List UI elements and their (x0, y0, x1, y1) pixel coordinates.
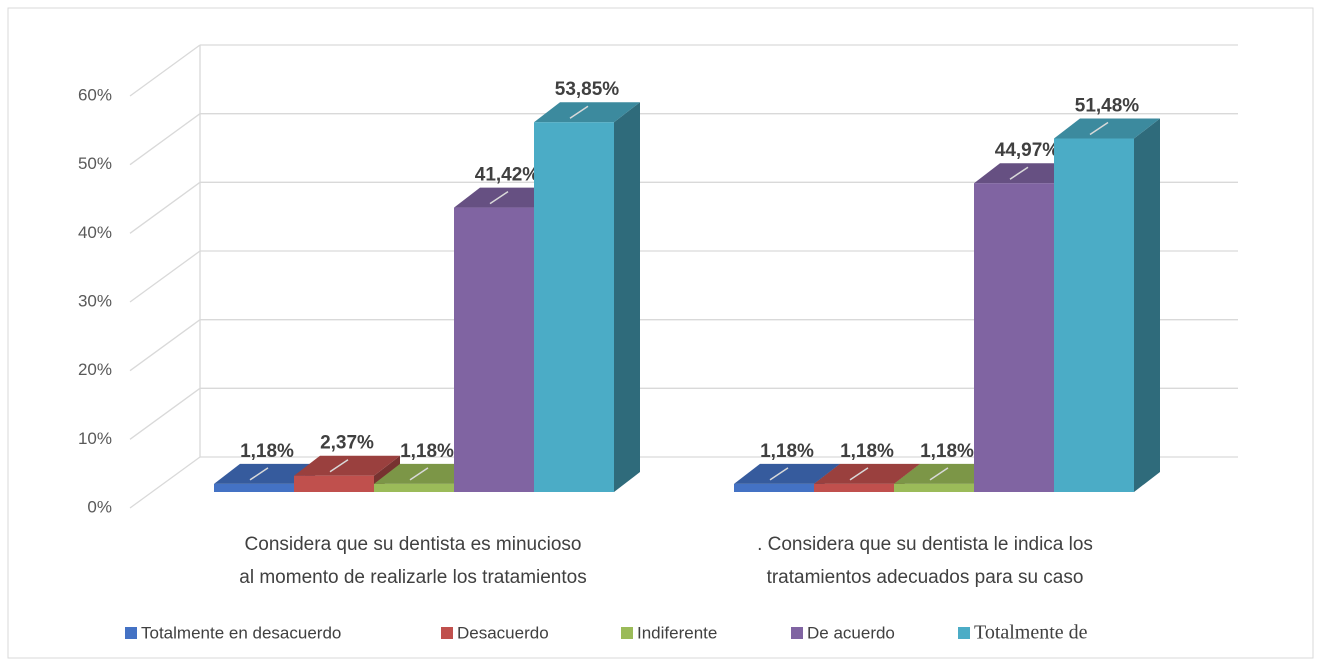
value-label: 1,18% (400, 441, 454, 462)
bar-front (534, 122, 614, 492)
bar-front (894, 483, 974, 492)
leader-line (849, 467, 869, 481)
bar-top (374, 463, 480, 484)
grid-line-side (129, 456, 201, 509)
legend-label: Totalmente en desacuerdo (141, 623, 341, 642)
y-tick-label: 40% (78, 223, 112, 242)
bar-side (614, 102, 640, 492)
leader-line (329, 459, 349, 473)
bar-front (374, 483, 454, 492)
y-tick-label: 10% (78, 429, 112, 448)
bar-top (974, 163, 1080, 184)
leader-line (769, 467, 789, 481)
grid-line-side (129, 44, 201, 97)
value-label: 41,42% (475, 165, 540, 186)
bar-front (214, 483, 294, 492)
grid-line-side (129, 181, 201, 234)
grid-line-side (129, 250, 201, 303)
legend-label: Indiferente (637, 623, 717, 642)
bar-top (734, 463, 840, 484)
bar-front (974, 183, 1054, 492)
grid-line-side (129, 319, 201, 372)
value-label: 1,18% (920, 441, 974, 462)
bar-top (1054, 118, 1160, 139)
legend-swatch (441, 627, 453, 639)
leader-line (569, 105, 589, 119)
bar-top (814, 463, 920, 484)
x-tick-label: Considera que su dentista es minucioso (245, 534, 582, 555)
value-label: 53,85% (555, 79, 620, 100)
bar-front (814, 483, 894, 492)
value-label: 1,18% (840, 441, 894, 462)
y-tick-label: 30% (78, 291, 112, 310)
legend-label: Desacuerdo (457, 623, 549, 642)
y-tick-label: 20% (78, 360, 112, 379)
legend-label: Totalmente de (974, 622, 1088, 644)
leader-line (929, 467, 949, 481)
bar-front (454, 207, 534, 492)
grid-line-side (129, 113, 201, 166)
leader-line (1009, 166, 1029, 180)
y-tick-label: 50% (78, 154, 112, 173)
bar-side (1134, 118, 1160, 492)
value-label: 44,97% (995, 140, 1060, 161)
bar (534, 102, 640, 492)
legend-label: De acuerdo (807, 623, 895, 642)
bar-top (294, 455, 400, 476)
value-label: 1,18% (240, 441, 294, 462)
legend-swatch (621, 627, 633, 639)
bar-front (734, 483, 814, 492)
y-tick-label: 60% (78, 85, 112, 104)
leader-line (1089, 121, 1109, 136)
value-label: 1,18% (760, 441, 814, 462)
y-tick-label: 0% (87, 497, 112, 516)
x-tick-label: . Considera que su dentista le indica lo… (757, 534, 1093, 555)
bar (1054, 118, 1160, 492)
leader-line (409, 467, 429, 481)
bar-top (454, 187, 560, 208)
bar-top (214, 463, 320, 484)
grid-line-side (129, 387, 201, 440)
value-label: 2,37% (320, 433, 374, 454)
x-tick-label: tratamientos adecuados para su caso (767, 567, 1084, 588)
bar-top (534, 102, 640, 123)
bar-top (894, 463, 1000, 484)
leader-line (489, 190, 509, 205)
legend-swatch (125, 627, 137, 639)
legend-swatch (958, 627, 970, 639)
x-tick-label: al momento de realizarle los tratamiento… (239, 567, 586, 588)
bar-front (1054, 138, 1134, 492)
value-label: 51,48% (1075, 96, 1140, 117)
leader-line (249, 467, 269, 481)
bar-front (294, 475, 374, 492)
legend-swatch (791, 627, 803, 639)
